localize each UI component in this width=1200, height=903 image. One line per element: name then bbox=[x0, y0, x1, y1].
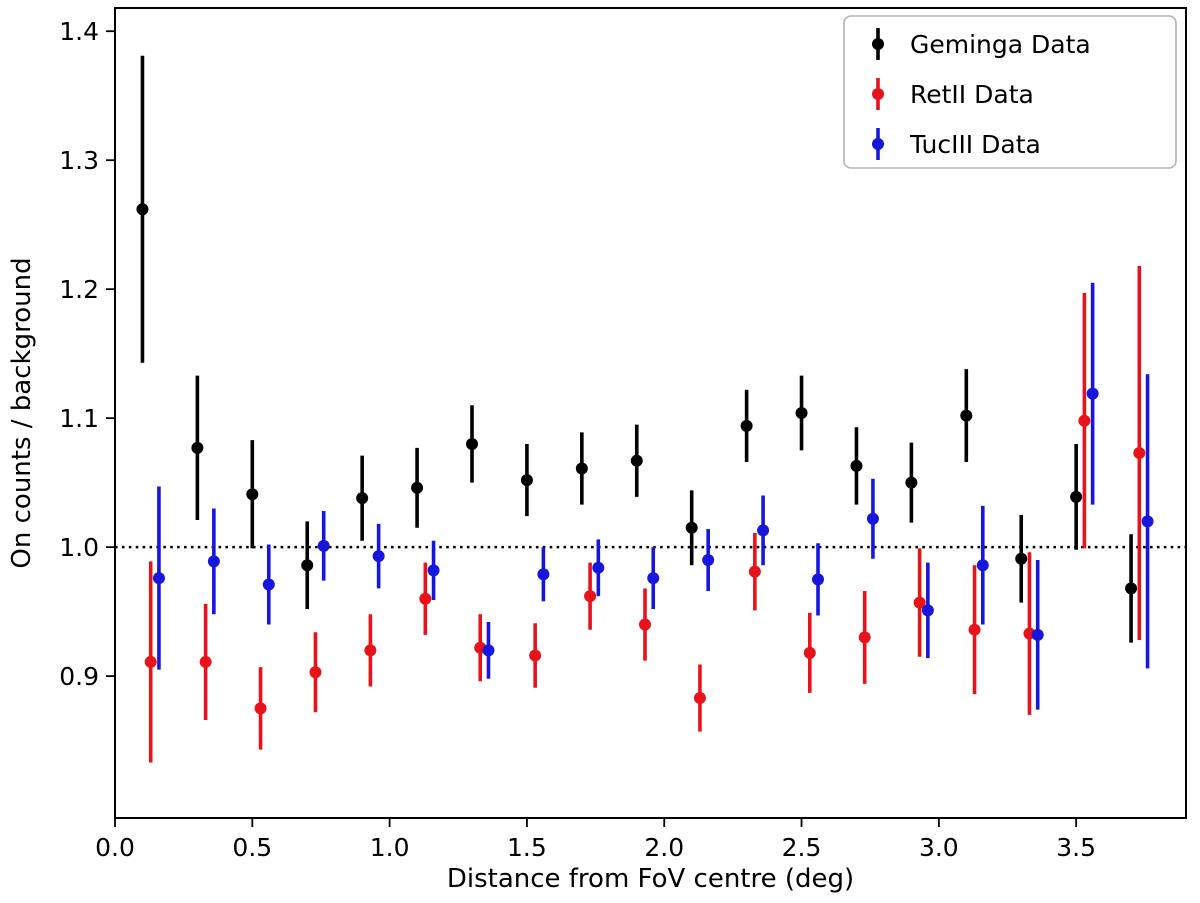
legend-marker-dot bbox=[872, 38, 884, 50]
data-point bbox=[812, 573, 825, 586]
x-tick-label: 0.0 bbox=[95, 833, 135, 862]
data-point bbox=[639, 618, 652, 631]
plot-frame bbox=[114, 7, 1187, 819]
data-point bbox=[529, 649, 542, 662]
data-point bbox=[803, 646, 816, 659]
data-point bbox=[466, 437, 478, 450]
data-point bbox=[1125, 582, 1138, 595]
data-point bbox=[372, 550, 385, 563]
data-point bbox=[858, 631, 871, 644]
y-tick-label: 1.3 bbox=[59, 146, 99, 175]
data-point bbox=[685, 521, 698, 534]
data-point bbox=[411, 481, 424, 494]
data-point bbox=[905, 476, 918, 489]
data-point bbox=[309, 666, 322, 679]
y-tick-label: 1.0 bbox=[59, 533, 99, 562]
data-point bbox=[537, 568, 550, 581]
data-point bbox=[419, 592, 432, 605]
data-point bbox=[144, 655, 157, 668]
x-tick-label: 3.0 bbox=[919, 833, 959, 862]
data-point bbox=[630, 454, 643, 467]
data-point bbox=[1086, 387, 1099, 400]
legend-marker-dot bbox=[872, 138, 884, 150]
data-point bbox=[592, 561, 605, 574]
data-point bbox=[913, 596, 926, 609]
y-axis-label: On counts / background bbox=[7, 257, 37, 568]
data-point bbox=[427, 564, 440, 577]
data-point bbox=[693, 692, 706, 705]
data-point bbox=[976, 559, 989, 572]
legend: Geminga Data RetII Data TucIII Data bbox=[843, 15, 1177, 169]
data-point bbox=[702, 554, 715, 567]
data-point bbox=[748, 565, 761, 578]
data-point bbox=[364, 644, 377, 657]
data-point bbox=[520, 474, 533, 487]
y-tick-label: 1.2 bbox=[59, 275, 99, 304]
data-point bbox=[850, 459, 863, 472]
data-point bbox=[968, 623, 981, 636]
legend-label-tuciii-data: TucIII Data bbox=[909, 130, 1041, 159]
x-tick-label: 2.5 bbox=[782, 833, 822, 862]
data-point bbox=[921, 604, 934, 617]
data-point bbox=[1133, 446, 1146, 459]
y-tick-label: 1.1 bbox=[59, 404, 99, 433]
data-point bbox=[262, 578, 275, 591]
data-point bbox=[317, 539, 330, 552]
data-point bbox=[246, 488, 259, 501]
y-tick-label: 0.9 bbox=[59, 662, 99, 691]
legend-marker-dot bbox=[872, 88, 884, 100]
data-point bbox=[1031, 628, 1044, 641]
x-tick-label: 1.0 bbox=[370, 833, 410, 862]
data-point bbox=[647, 572, 660, 585]
data-point bbox=[207, 555, 220, 568]
data-point bbox=[191, 441, 204, 454]
data-point bbox=[356, 492, 369, 505]
series-retii-data bbox=[144, 265, 1146, 763]
data-point bbox=[136, 203, 149, 216]
data-point bbox=[1141, 515, 1154, 528]
series-geminga-data bbox=[136, 55, 1138, 643]
data-point bbox=[1070, 490, 1083, 503]
legend-label-geminga-data: Geminga Data bbox=[910, 30, 1091, 59]
data-point bbox=[254, 702, 267, 715]
y-tick-label: 1.4 bbox=[59, 17, 99, 46]
data-point bbox=[482, 644, 495, 657]
data-point bbox=[301, 559, 314, 572]
legend-frame bbox=[843, 15, 1177, 169]
data-point bbox=[1015, 552, 1028, 565]
x-tick-label: 3.5 bbox=[1056, 833, 1096, 862]
data-point bbox=[795, 407, 808, 419]
x-axis-label: Distance from FoV centre (deg) bbox=[447, 864, 854, 894]
series-tuciii-data bbox=[152, 282, 1154, 710]
x-tick-label: 2.0 bbox=[644, 833, 684, 862]
x-tick-label: 0.5 bbox=[232, 833, 272, 862]
data-point bbox=[757, 524, 770, 537]
data-point bbox=[199, 655, 212, 668]
data-point bbox=[960, 409, 973, 422]
data-point bbox=[740, 419, 753, 432]
data-point bbox=[152, 572, 165, 585]
data-point bbox=[866, 512, 879, 525]
x-tick-label: 1.5 bbox=[507, 833, 547, 862]
data-point bbox=[575, 462, 588, 475]
data-point bbox=[1078, 414, 1091, 427]
data-point bbox=[584, 590, 597, 603]
legend-label-retii-data: RetII Data bbox=[910, 80, 1034, 109]
